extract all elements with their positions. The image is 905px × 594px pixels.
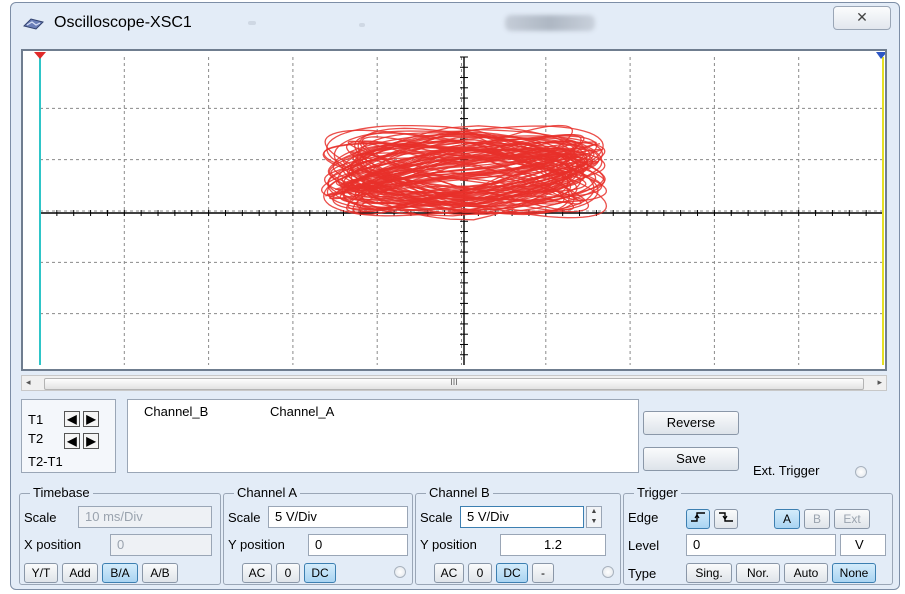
channel-b-coupling-dc-button[interactable]: DC (496, 563, 528, 583)
t1-left-button[interactable]: ◀ (64, 411, 80, 427)
readout-channel-b-header: Channel_B (144, 404, 209, 419)
horizontal-scrollbar[interactable]: ◂ III ▸ (21, 375, 887, 391)
trace-loop (342, 142, 591, 209)
t2-right-button[interactable]: ▶ (83, 433, 99, 449)
timebase-mode-y-t-button[interactable]: Y/T (24, 563, 58, 583)
channel-a-coupling-ac-button[interactable]: AC (242, 563, 272, 583)
timebase-scale-label: Scale (24, 510, 57, 525)
x-position-field[interactable]: 0 (110, 534, 212, 556)
readout-channel-a-header: Channel_A (270, 404, 335, 419)
timebase-mode-b-a-button[interactable]: B/A (102, 563, 138, 583)
cursor-t2-marker[interactable] (876, 52, 885, 59)
oscilloscope-window: Oscilloscope-XSC1 ✕ ◂ III ▸ T1 ◀ ▶ T2 ◀ … (10, 2, 900, 590)
channel-a-coupling-dc-button[interactable]: DC (304, 563, 336, 583)
title-bar: Oscilloscope-XSC1 ✕ (11, 3, 899, 45)
channel-b-y-position-label: Y position (420, 537, 477, 552)
ext-trigger-label: Ext. Trigger (753, 463, 820, 478)
x-position-label: X position (24, 537, 82, 552)
trigger-title: Trigger (634, 485, 681, 500)
trace-loop (350, 140, 581, 208)
channel-a-indicator-icon[interactable] (394, 566, 406, 578)
trigger-source-a-button[interactable]: A (774, 509, 800, 529)
scroll-grip: III (450, 377, 458, 387)
channel-b-indicator-icon[interactable] (602, 566, 614, 578)
measurement-readout: Channel_B Channel_A (127, 399, 639, 473)
scroll-left-arrow[interactable]: ◂ (26, 377, 31, 387)
timebase-mode-add-button[interactable]: Add (62, 563, 98, 583)
oscilloscope-display (21, 49, 887, 371)
oscilloscope-app-icon (23, 18, 44, 30)
timebase-group: Timebase Scale 10 ms/Div X position 0 Y/… (19, 485, 221, 585)
timebase-title: Timebase (30, 485, 93, 500)
trace-loop (359, 140, 575, 211)
channel-a-scale-field[interactable]: 5 V/Div (268, 506, 408, 528)
scroll-right-arrow[interactable]: ▸ (877, 377, 882, 387)
rising-edge-icon[interactable] (686, 509, 710, 529)
channel-a-y-position-field[interactable]: 0 (308, 534, 408, 556)
trigger-group: Trigger Edge A B Ext Level 0 V Type Sing. N… (623, 485, 893, 585)
t2-left-button[interactable]: ◀ (64, 433, 80, 449)
trace-loop (326, 124, 599, 215)
trigger-type-nor-button[interactable]: Nor. (736, 563, 780, 583)
window-title: Oscilloscope-XSC1 (54, 14, 192, 31)
trace-loop (341, 132, 584, 208)
channel-b-scale-spinner[interactable]: ▲ ▼ (586, 506, 602, 528)
channel-a-y-position-label: Y position (228, 537, 285, 552)
trace-loop (329, 141, 597, 200)
channel-b-coupling-ac-button[interactable]: AC (434, 563, 464, 583)
channel-a-title: Channel A (234, 485, 300, 500)
channel-a-scale-label: Scale (228, 510, 261, 525)
trigger-level-field[interactable]: 0 (686, 534, 836, 556)
reverse-button[interactable]: Reverse (643, 411, 739, 435)
close-button[interactable]: ✕ (833, 6, 891, 30)
save-button[interactable]: Save (643, 447, 739, 471)
t1-right-button[interactable]: ▶ (83, 411, 99, 427)
timebase-scale-field[interactable]: 10 ms/Div (78, 506, 212, 528)
trace-loop (350, 132, 578, 212)
trigger-type-sing-button[interactable]: Sing. (686, 563, 732, 583)
trace-loop (330, 149, 606, 205)
channel-b-scale-label: Scale (420, 510, 453, 525)
trigger-edge-label: Edge (628, 510, 659, 525)
ext-trigger-radio[interactable] (855, 466, 867, 478)
blurred-region (359, 23, 365, 27)
blurred-region (505, 15, 595, 31)
trigger-level-label: Level (628, 538, 660, 553)
xy-trace (320, 124, 608, 221)
trigger-type-none-button[interactable]: None (832, 563, 876, 583)
t1-label: T1 (28, 412, 44, 427)
channel-b-y-position-field[interactable]: 1.2 (500, 534, 606, 556)
trace-loop (325, 143, 601, 197)
channel-b-coupling-minus-button[interactable]: - (532, 563, 554, 583)
t2-minus-t1-label: T2-T1 (28, 454, 63, 469)
channel-a-coupling-0-button[interactable]: 0 (276, 563, 300, 583)
channel-a-group: Channel A Scale 5 V/Div Y position 0 AC 0… (223, 485, 413, 585)
t2-label: T2 (28, 431, 44, 446)
trigger-level-unit: V (840, 534, 886, 556)
trigger-source-ext-button[interactable]: Ext (834, 509, 870, 529)
oscilloscope-graticule (23, 51, 885, 369)
channel-b-title: Channel B (426, 485, 493, 500)
trigger-source-b-button[interactable]: B (804, 509, 830, 529)
blurred-region (248, 21, 256, 25)
trigger-type-label: Type (628, 566, 657, 581)
scrollbar-thumb[interactable]: III (44, 377, 864, 390)
channel-b-coupling-0-button[interactable]: 0 (468, 563, 492, 583)
trace-loop (345, 140, 590, 213)
channel-b-scale-field[interactable]: 5 V/Div (460, 506, 584, 528)
falling-edge-icon[interactable] (714, 509, 738, 529)
cursor-panel: T1 ◀ ▶ T2 ◀ ▶ T2-T1 (21, 399, 116, 473)
channel-b-group: Channel B Scale 5 V/Div ▲ ▼ Y position 1.… (415, 485, 621, 585)
trigger-type-auto-button[interactable]: Auto (784, 563, 828, 583)
cursor-t1-marker[interactable] (34, 52, 46, 59)
timebase-mode-a-b-button[interactable]: A/B (142, 563, 178, 583)
trace-loop (349, 141, 578, 201)
